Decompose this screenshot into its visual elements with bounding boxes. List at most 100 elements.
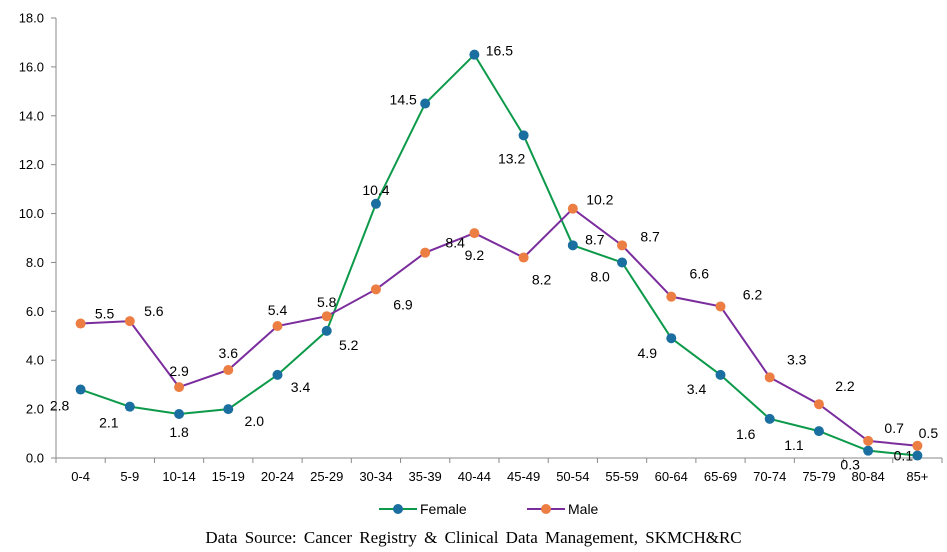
x-tick-label: 70-74: [753, 469, 786, 484]
data-point-female: [223, 404, 234, 415]
data-point-female: [370, 198, 381, 209]
data-point-female: [469, 49, 480, 60]
data-label-female: 5.2: [339, 337, 359, 353]
x-tick-label: 40-44: [458, 469, 491, 484]
data-point-female: [124, 401, 135, 412]
data-point-female: [420, 98, 431, 109]
x-tick-label: 45-49: [507, 469, 540, 484]
x-tick-label: 35-39: [409, 469, 442, 484]
data-point-female: [666, 333, 677, 344]
x-tick-label: 85+: [906, 469, 928, 484]
data-label-female: 3.4: [291, 379, 311, 395]
data-point-female: [174, 409, 185, 419]
data-label-female: 3.4: [687, 381, 707, 397]
data-point-male: [567, 203, 578, 214]
data-point-male: [912, 440, 923, 451]
y-tick-label: 4.0: [26, 353, 44, 368]
data-point-female: [272, 369, 283, 380]
data-point-male: [813, 399, 824, 410]
data-label-male: 6.2: [743, 286, 763, 302]
data-point-female: [715, 369, 726, 380]
data-label-male: 5.4: [268, 302, 288, 318]
data-point-female: [912, 450, 923, 461]
data-point-male: [124, 316, 135, 327]
data-label-female: 2.1: [99, 415, 119, 431]
series-line-male: [80, 207, 918, 447]
data-point-female: [863, 445, 874, 456]
data-label-female: 1.6: [736, 426, 756, 442]
data-source-caption: Data Source: Cancer Registry & Clinical …: [205, 528, 742, 547]
data-label-female: 0.3: [840, 457, 860, 473]
x-tick-label: 75-79: [802, 469, 835, 484]
legend-label-female: Female: [420, 501, 467, 517]
data-point-female: [617, 257, 628, 268]
x-tick-label: 0-4: [71, 469, 90, 484]
x-tick-label: 55-59: [605, 469, 638, 484]
data-point-male: [863, 435, 874, 446]
data-point-male: [518, 252, 529, 263]
y-tick-label: 16.0: [19, 59, 44, 74]
data-point-male: [764, 372, 775, 383]
legend: Female Male: [379, 501, 599, 517]
legend-marker-male: [541, 504, 551, 514]
series-line-female: [80, 53, 918, 457]
data-label-male: 2.9: [169, 363, 189, 379]
y-tick-label: 6.0: [26, 304, 44, 319]
data-label-male: 5.8: [317, 294, 337, 310]
data-label-female: 8.0: [590, 268, 610, 284]
data-point-female: [321, 325, 332, 336]
data-label-female: 13.2: [498, 150, 525, 166]
x-tick-label: 65-69: [704, 469, 737, 484]
data-label-female: 1.1: [784, 437, 804, 453]
data-point-male: [666, 291, 677, 302]
data-label-female: 1.8: [169, 424, 189, 440]
data-label-male: 2.2: [835, 378, 855, 394]
data-label-female: 10.4: [362, 182, 389, 198]
legend-label-male: Male: [568, 501, 599, 517]
data-label-male: 5.6: [144, 303, 164, 319]
data-point-female: [567, 240, 578, 251]
y-tick-label: 18.0: [19, 11, 44, 26]
y-tick-label: 14.0: [19, 108, 44, 123]
x-tick-label: 20-24: [261, 469, 294, 484]
y-tick-label: 0.0: [26, 451, 44, 466]
y-tick-label: 2.0: [26, 402, 44, 417]
data-point-female: [764, 413, 775, 424]
data-point-female: [813, 426, 824, 437]
data-point-male: [174, 382, 185, 393]
x-tick-label: 50-54: [556, 469, 589, 484]
data-point-male: [370, 284, 381, 295]
series-lines: [75, 49, 923, 461]
data-label-female: 14.5: [390, 92, 417, 108]
chart-axes: [55, 18, 942, 459]
data-label-female: 2.8: [50, 398, 70, 414]
data-labels: 2.8 2.1 1.8 2.0 3.4 5.2 10.4 14.5 16.5 13.2 8.7 8.0…: [50, 43, 938, 473]
x-tick-label: 80-84: [852, 469, 885, 484]
y-axis-ticks: 0.0 2.0 4.0 6.0 8.0 10.0 12.0 14.0 16.0 18.0: [19, 11, 56, 466]
x-tick-label: 60-64: [655, 469, 688, 484]
data-label-female: 8.7: [585, 231, 605, 247]
x-tick-label: 30-34: [359, 469, 392, 484]
data-label-male: 8.2: [532, 272, 552, 288]
data-label-male: 3.3: [787, 351, 807, 367]
x-axis-ticks: 0-4 5-9 10-14 15-19 20-24 25-29 30-34 35-39 40-4…: [55, 458, 943, 484]
data-point-male: [715, 301, 726, 312]
data-label-male: 9.2: [465, 247, 485, 263]
legend-marker-female: [393, 504, 403, 514]
data-label-male: 3.6: [219, 345, 239, 361]
x-tick-label: 5-9: [120, 469, 139, 484]
data-label-male: 0.7: [884, 420, 904, 436]
y-tick-label: 12.0: [19, 157, 44, 172]
data-point-male: [469, 228, 480, 239]
data-point-male: [420, 247, 431, 258]
x-tick-label: 15-19: [212, 469, 245, 484]
data-point-male: [617, 240, 628, 251]
data-label-female: 4.9: [638, 345, 658, 361]
data-label-female: 0.1: [894, 448, 914, 464]
data-label-male: 10.2: [586, 192, 613, 208]
x-tick-label: 10-14: [162, 469, 195, 484]
data-point-female: [518, 130, 529, 141]
y-tick-label: 10.0: [19, 206, 44, 221]
y-tick-label: 8.0: [26, 255, 44, 270]
